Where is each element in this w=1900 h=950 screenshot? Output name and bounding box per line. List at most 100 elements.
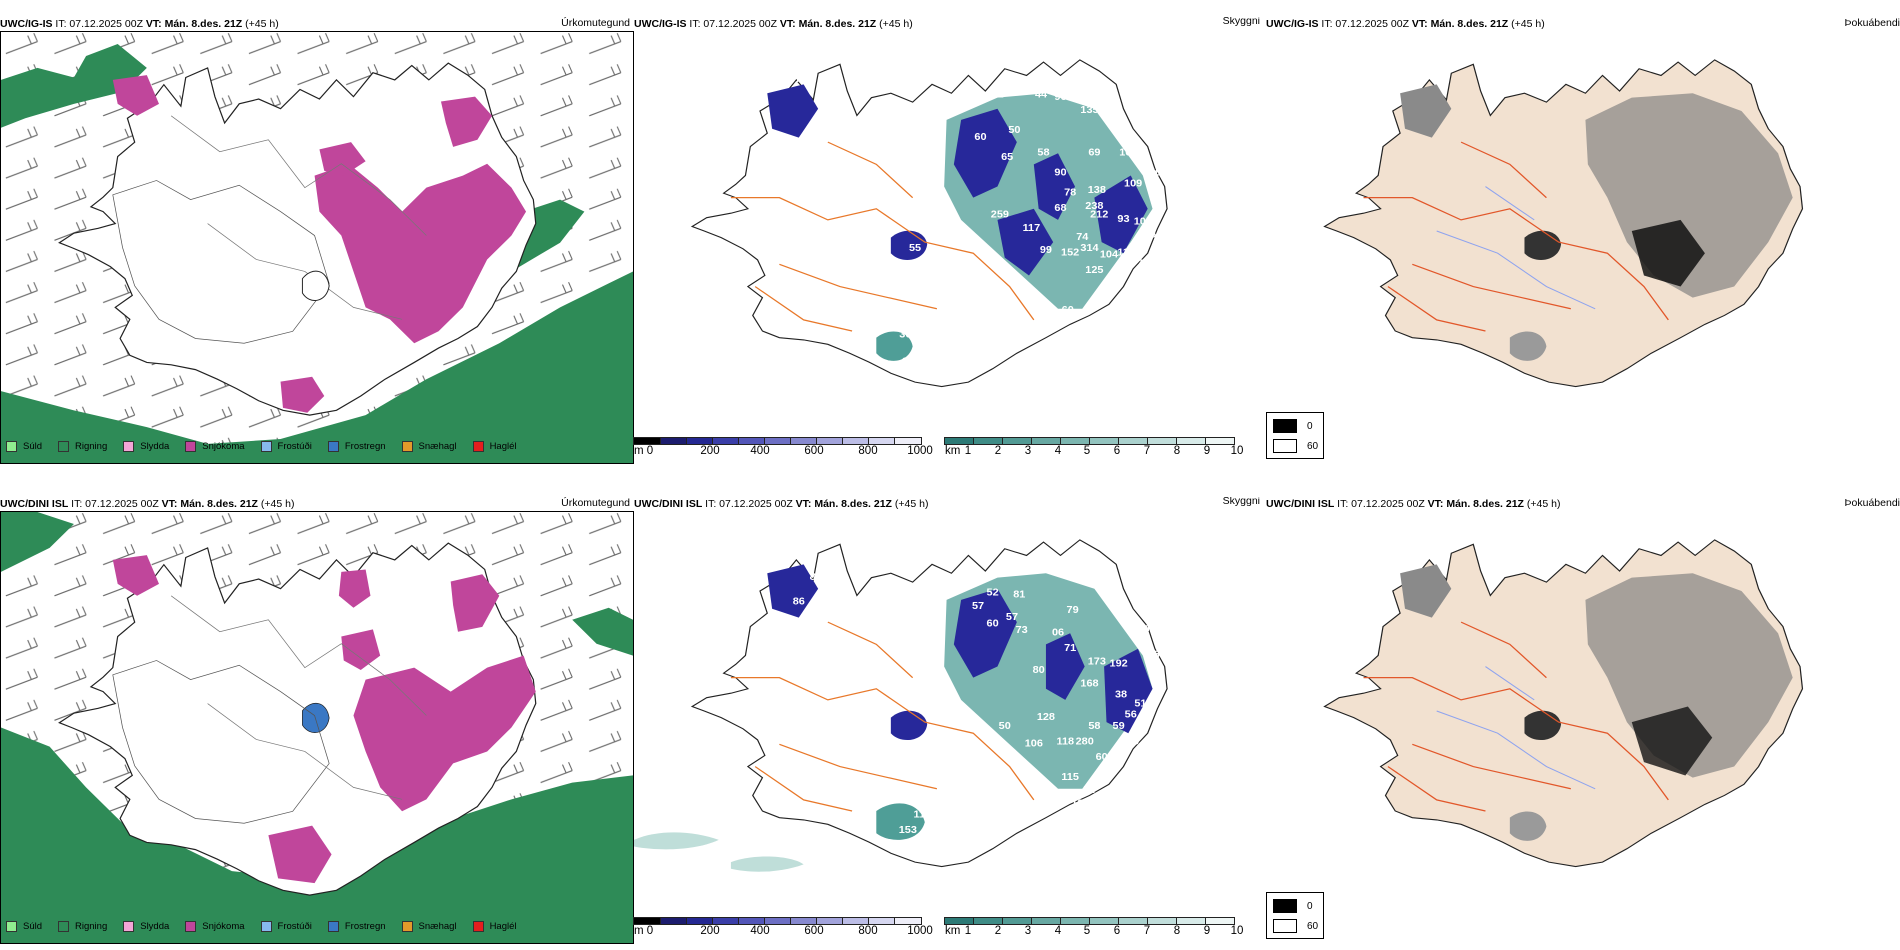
visibility-value-label: 105 bbox=[1134, 217, 1152, 228]
distance-colorbar-segment bbox=[1089, 437, 1119, 445]
visibility-value-label: 111 bbox=[1117, 248, 1134, 259]
height-tick-400: 400 bbox=[750, 445, 770, 457]
height-colorbar-segment bbox=[764, 917, 791, 925]
distance-colorbar-segment bbox=[1031, 437, 1061, 445]
valid-prefix: VT: bbox=[145, 18, 162, 30]
height-tick-0: 0 bbox=[646, 445, 654, 457]
height-colorbar-segment bbox=[894, 917, 922, 925]
fog-title: Þokuábendi bbox=[1844, 17, 1900, 29]
height-colorbar-segment bbox=[738, 437, 765, 445]
distance-colorbar-segment bbox=[973, 917, 1003, 925]
freezing-rain-label: Frostregn bbox=[344, 920, 386, 932]
visibility-value-label: 38 bbox=[1115, 690, 1127, 701]
visibility-value-label: 60 bbox=[987, 619, 999, 630]
visibility-title: Skyggni bbox=[1222, 17, 1260, 27]
precip-legend-top: Súld Rigning Slydda Snjókoma Frostúði Fr… bbox=[0, 435, 634, 457]
visibility-value-label: 61 bbox=[1154, 650, 1166, 661]
visibility-value-label: 54 bbox=[744, 570, 756, 581]
visibility-value-label: 234 bbox=[1083, 574, 1101, 585]
legend-item-snow: Snjókoma bbox=[185, 920, 245, 932]
valid-prefix: VT: bbox=[1427, 498, 1444, 510]
freezing-drizzle-swatch bbox=[260, 440, 272, 452]
valid-time: Mán. 8.des. 21Z bbox=[798, 18, 877, 30]
visibility-value-label: 147 bbox=[1088, 559, 1106, 570]
hail-swatch bbox=[472, 920, 484, 932]
visibility-value-label: 152 bbox=[1061, 248, 1079, 259]
model-name: UWC/DINI ISL bbox=[1266, 498, 1335, 510]
visibility-value-label: 45 bbox=[1149, 606, 1161, 617]
visibility-value-label: 128 bbox=[1037, 712, 1055, 723]
distance-tick-8: 8 bbox=[1173, 925, 1181, 937]
sleet-label: Slydda bbox=[140, 920, 170, 932]
height-colorbar-top bbox=[633, 437, 922, 445]
height-unit: m bbox=[634, 925, 644, 937]
model-name: UWC/DINI ISL bbox=[634, 498, 703, 510]
snow-swatch bbox=[185, 440, 197, 452]
snow-pellets-swatch bbox=[401, 440, 413, 452]
visibility-header-bottom: UWC/DINI ISL IT: 07.12.2025 00Z VT: Mán.… bbox=[634, 497, 928, 511]
drizzle-label: Súld bbox=[23, 440, 43, 452]
distance-tick-9: 9 bbox=[1203, 445, 1211, 457]
model-name: UWC/DINI ISL bbox=[0, 498, 69, 510]
visibility-value-label: 135 bbox=[1080, 106, 1098, 117]
distance-colorbar-segment bbox=[1205, 437, 1235, 445]
visibility-value-label: 55 bbox=[909, 243, 921, 254]
fog-map-bottom bbox=[1266, 511, 1900, 911]
valid-prefix: VT: bbox=[1411, 18, 1428, 30]
visibility-value-label: 74 bbox=[1076, 232, 1088, 243]
visibility-panel-bottom: UWC/DINI ISL IT: 07.12.2025 00Z VT: Mán.… bbox=[634, 497, 1264, 937]
valid-prefix: VT: bbox=[161, 498, 178, 510]
visibility-value-label: 173 bbox=[1088, 657, 1106, 668]
height-tick-600: 600 bbox=[804, 445, 824, 457]
visibility-value-label: 81 bbox=[749, 94, 761, 105]
visibility-value-label: 44 bbox=[1035, 90, 1047, 101]
distance-colorbar-segment bbox=[1060, 917, 1090, 925]
precip-panel-top: UWC/IG-IS IT: 07.12.2025 00Z VT: Mán. 8.… bbox=[0, 17, 634, 464]
legend-item-rain: Rigning bbox=[58, 920, 107, 932]
visibility-value-label: 106 bbox=[1025, 739, 1043, 750]
visibility-value-label: 90 bbox=[1054, 168, 1066, 179]
precip-title: Úrkomutegund bbox=[561, 497, 630, 509]
fog-legend-row-60: 60 bbox=[1273, 439, 1318, 453]
visibility-value-label: 65 bbox=[1001, 152, 1013, 163]
visibility-value-label: 168 bbox=[1080, 679, 1098, 690]
fog-panel-top: UWC/IG-IS IT: 07.12.2025 00Z VT: Mán. 8.… bbox=[1266, 17, 1900, 457]
fog-legend-bottom: 0 60 bbox=[1266, 892, 1324, 939]
visibility-value-label: 46 bbox=[1139, 641, 1151, 652]
fog-legend-label-0: 0 bbox=[1307, 900, 1313, 912]
distance-tick-4: 4 bbox=[1054, 445, 1062, 457]
visibility-value-label: 86 bbox=[793, 597, 805, 608]
visibility-value-label: 57 bbox=[1006, 612, 1018, 623]
fog-legend-black bbox=[1273, 419, 1297, 433]
freezing-drizzle-label: Frostúði bbox=[277, 440, 312, 452]
height-colorbar-segment bbox=[660, 437, 687, 445]
distance-colorbar-segment bbox=[1176, 437, 1206, 445]
model-name: UWC/IG-IS bbox=[634, 18, 687, 30]
height-unit: m bbox=[634, 445, 644, 457]
visibility-value-label: 59 bbox=[1113, 721, 1125, 732]
height-tick-800: 800 bbox=[858, 925, 878, 937]
distance-tick-5: 5 bbox=[1083, 445, 1091, 457]
init-time: IT: 07.12.2025 00Z bbox=[1321, 18, 1409, 30]
visibility-value-label: 47 bbox=[1144, 623, 1156, 634]
distance-colorbar-segment bbox=[973, 437, 1003, 445]
visibility-value-label: 117 bbox=[1023, 223, 1041, 234]
distance-tick-3: 3 bbox=[1024, 925, 1032, 937]
valid-prefix: VT: bbox=[779, 18, 796, 30]
height-colorbar-segment bbox=[868, 437, 895, 445]
distance-colorbar-segment bbox=[1205, 917, 1235, 925]
drizzle-swatch bbox=[6, 920, 17, 932]
distance-tick-2: 2 bbox=[994, 925, 1002, 937]
distance-tick-1: 1 bbox=[964, 445, 972, 457]
height-colorbar-segment bbox=[712, 437, 739, 445]
snow-label: Snjókoma bbox=[202, 440, 245, 452]
drizzle-swatch bbox=[6, 440, 17, 452]
visibility-value-label: 80 bbox=[1033, 666, 1045, 677]
freezing-drizzle-swatch bbox=[260, 920, 272, 932]
model-name: UWC/IG-IS bbox=[1266, 18, 1319, 30]
sleet-swatch bbox=[123, 440, 135, 452]
fog-legend-label-60: 60 bbox=[1307, 920, 1319, 932]
legend-item-snow: Snjókoma bbox=[185, 440, 245, 452]
height-colorbar-segment bbox=[712, 917, 739, 925]
height-tick-800: 800 bbox=[858, 445, 878, 457]
